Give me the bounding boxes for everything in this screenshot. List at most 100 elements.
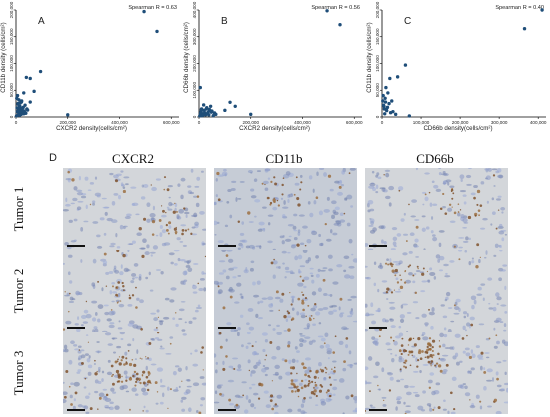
nucleus — [488, 307, 494, 310]
nucleus — [184, 211, 190, 215]
nucleus — [470, 349, 474, 354]
stained-cell — [444, 212, 448, 215]
nucleus — [332, 309, 337, 313]
nucleus — [385, 298, 389, 300]
stained-cell — [296, 243, 300, 247]
nucleus — [248, 386, 252, 390]
nucleus — [226, 250, 233, 252]
nucleus — [458, 250, 463, 252]
stained-cell — [308, 317, 311, 320]
data-point — [383, 112, 387, 116]
nucleus — [98, 369, 101, 373]
row-header-tumor-1: Tumor 1 — [11, 186, 26, 232]
nucleus — [170, 261, 174, 265]
nucleus — [255, 313, 259, 319]
nucleus — [299, 242, 305, 246]
nucleus — [77, 345, 82, 348]
nucleus — [69, 394, 73, 399]
nucleus — [492, 306, 497, 312]
nucleus — [496, 303, 499, 305]
nucleus — [159, 224, 163, 229]
data-point — [24, 75, 29, 80]
nucleus — [392, 236, 398, 242]
scatter-plot-c: 0 100,000 200,000 300,000 400,000 0 50,000 100,… — [366, 0, 550, 140]
nucleus — [432, 234, 436, 237]
nucleus — [396, 233, 402, 237]
nucleus — [447, 181, 450, 186]
stained-cell — [274, 403, 277, 406]
scatter-svg-b: 0 200,000 400,000 600,0000100,000200,000300… — [183, 1, 363, 132]
nucleus — [159, 384, 166, 388]
nucleus — [86, 357, 91, 363]
nucleus — [285, 270, 291, 273]
stained-cell — [165, 228, 169, 232]
nucleus — [221, 250, 227, 253]
nucleus — [248, 399, 252, 404]
nucleus — [256, 170, 261, 173]
nucleus — [214, 401, 220, 404]
nucleus — [252, 281, 256, 286]
stained-cell — [383, 174, 385, 176]
stained-cell — [295, 176, 298, 179]
nucleus — [249, 267, 254, 272]
nucleus — [348, 350, 352, 355]
nucleus — [491, 168, 498, 171]
scale-bar — [369, 327, 387, 329]
nucleus — [402, 252, 408, 256]
nucleus — [504, 233, 508, 236]
nucleus — [303, 285, 307, 289]
nucleus — [257, 301, 260, 305]
nucleus — [310, 274, 314, 278]
stained-cell — [296, 197, 300, 201]
ihc-tile-tumor2-cd11b — [214, 250, 357, 332]
nucleus — [228, 258, 234, 263]
nucleus — [140, 196, 146, 200]
stained-cell — [313, 375, 317, 379]
stained-cell — [269, 341, 273, 344]
nucleus — [465, 174, 472, 179]
nucleus — [115, 233, 118, 238]
nucleus — [424, 322, 429, 326]
nucleus — [462, 218, 468, 223]
ihc-tile-tumor1-cd11b — [214, 168, 357, 250]
nucleus — [343, 269, 347, 273]
nucleus — [250, 372, 253, 377]
stained-cell — [147, 370, 150, 374]
nucleus — [298, 214, 305, 217]
nucleus — [193, 212, 198, 218]
nucleus — [181, 396, 187, 400]
nucleus — [483, 386, 487, 391]
nucleus — [431, 390, 436, 396]
nucleus — [267, 177, 271, 180]
nucleus — [347, 298, 352, 301]
nucleus — [283, 329, 288, 332]
nucleus — [199, 210, 205, 215]
nucleus — [265, 404, 271, 409]
nucleus — [455, 298, 461, 303]
nucleus — [308, 340, 313, 345]
stained-cell — [386, 287, 390, 291]
stained-cell — [290, 379, 294, 383]
nucleus — [230, 328, 237, 332]
nucleus — [156, 367, 164, 372]
stained-cell — [378, 335, 381, 338]
nucleus — [438, 269, 444, 272]
nucleus — [342, 367, 347, 372]
stained-cell — [457, 203, 460, 205]
stained-cell — [289, 291, 291, 294]
nucleus — [197, 304, 201, 308]
nucleus — [486, 200, 489, 204]
stained-cell — [97, 280, 100, 283]
nucleus — [192, 317, 197, 320]
nucleus — [296, 350, 300, 354]
stained-cell — [63, 328, 66, 331]
nucleus — [309, 272, 314, 275]
nucleus — [63, 262, 66, 265]
nucleus — [108, 324, 115, 329]
nucleus — [449, 260, 455, 263]
nucleus — [332, 393, 336, 397]
nucleus — [406, 311, 412, 314]
nucleus — [250, 188, 255, 192]
nucleus — [443, 399, 446, 403]
nucleus — [294, 346, 298, 350]
